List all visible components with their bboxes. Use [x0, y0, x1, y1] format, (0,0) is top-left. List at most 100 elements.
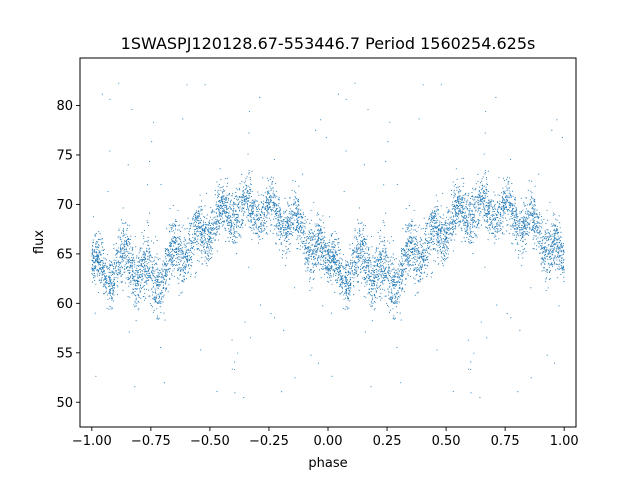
- data-point: [351, 264, 354, 266]
- data-point: [349, 294, 351, 296]
- data-point: [420, 238, 422, 240]
- data-point: [140, 265, 142, 267]
- data-point: [392, 301, 394, 303]
- data-point: [118, 235, 120, 237]
- data-point: [151, 291, 153, 293]
- data-point: [231, 223, 233, 225]
- data-point: [413, 209, 415, 212]
- data-point: [298, 223, 300, 226]
- data-point: [346, 272, 348, 274]
- data-point: [509, 197, 511, 199]
- data-point: [468, 238, 470, 240]
- data-point: [558, 215, 560, 217]
- data-point: [372, 271, 374, 273]
- data-point: [183, 265, 185, 267]
- data-point: [349, 284, 351, 287]
- data-point: [308, 230, 310, 232]
- data-point: [416, 248, 418, 250]
- data-point: [213, 222, 215, 224]
- data-point: [450, 216, 452, 218]
- data-point: [206, 234, 208, 236]
- data-point: [108, 286, 110, 288]
- data-point: [337, 266, 339, 268]
- data-point: [540, 263, 542, 265]
- data-point: [512, 195, 514, 197]
- data-point: [103, 248, 105, 250]
- data-point: [373, 273, 375, 275]
- data-point: [100, 271, 102, 273]
- data-point: [516, 243, 518, 245]
- data-point: [318, 224, 320, 226]
- data-point: [442, 265, 444, 267]
- data-point: [127, 279, 129, 281]
- data-point: [278, 203, 280, 205]
- data-point: [96, 253, 98, 255]
- data-point: [507, 224, 509, 226]
- data-point: [389, 285, 391, 287]
- data-point: [268, 190, 270, 192]
- data-point: [226, 185, 228, 188]
- data-point: [460, 212, 462, 214]
- data-point: [319, 244, 321, 246]
- data-point: [408, 270, 410, 272]
- data-point: [274, 205, 276, 207]
- data-point: [119, 236, 121, 238]
- data-point: [204, 252, 206, 254]
- data-point: [365, 242, 367, 245]
- data-point: [409, 255, 411, 257]
- data-point: [201, 208, 203, 211]
- data-point: [315, 233, 317, 235]
- data-point: [93, 275, 95, 277]
- data-point: [341, 262, 343, 264]
- data-point: [458, 192, 460, 194]
- data-point: [375, 250, 377, 252]
- data-point: [470, 368, 472, 371]
- data-point: [384, 224, 386, 227]
- data-point: [484, 170, 486, 172]
- data-point: [370, 262, 372, 264]
- data-point: [471, 237, 473, 239]
- data-point: [372, 279, 374, 282]
- data-point: [406, 245, 408, 247]
- data-point: [156, 275, 158, 277]
- data-point: [138, 295, 140, 297]
- data-point: [354, 228, 356, 230]
- data-point: [338, 237, 340, 240]
- data-point: [454, 200, 456, 202]
- data-point: [387, 271, 389, 273]
- data-point: [429, 223, 431, 225]
- data-point: [452, 203, 454, 205]
- data-point: [104, 265, 106, 267]
- data-point: [93, 256, 95, 258]
- data-point: [330, 312, 332, 314]
- data-point: [168, 255, 170, 257]
- data-point: [118, 250, 120, 252]
- data-point: [412, 240, 414, 242]
- data-point: [483, 214, 485, 216]
- data-point: [383, 266, 385, 268]
- data-point: [189, 257, 191, 259]
- data-point: [172, 270, 174, 272]
- data-point: [185, 257, 187, 259]
- data-point: [297, 209, 300, 211]
- data-point: [257, 236, 259, 238]
- data-point: [269, 230, 272, 232]
- data-point: [170, 259, 172, 261]
- data-point: [559, 260, 561, 262]
- data-point: [374, 266, 376, 268]
- data-point: [283, 250, 285, 252]
- data-point: [373, 264, 375, 266]
- data-point: [385, 275, 387, 277]
- data-point: [303, 252, 305, 254]
- data-point: [109, 98, 111, 100]
- data-point: [379, 235, 381, 237]
- data-point: [93, 270, 95, 272]
- data-point: [226, 208, 228, 210]
- data-point: [337, 241, 339, 244]
- data-point: [312, 266, 314, 268]
- data-point: [474, 202, 476, 204]
- data-point: [500, 222, 502, 224]
- data-point: [501, 233, 503, 235]
- data-point: [144, 241, 146, 243]
- data-point: [553, 262, 556, 264]
